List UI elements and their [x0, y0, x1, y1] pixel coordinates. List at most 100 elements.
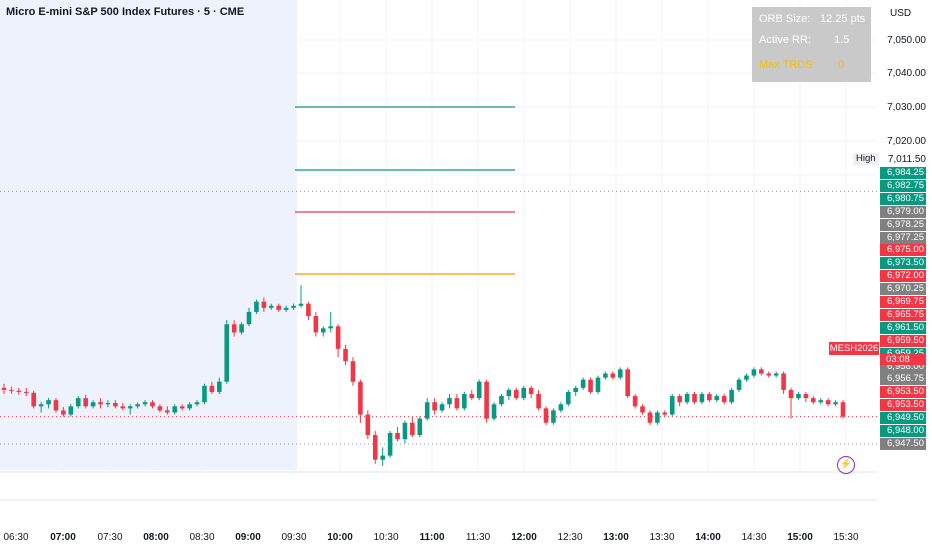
candle-body [150, 402, 155, 407]
candle-body [617, 369, 623, 378]
candle-body [565, 391, 571, 405]
price-axis-label: 6,948.00 [880, 425, 926, 437]
candle-body [306, 303, 311, 317]
candle-body [217, 381, 222, 392]
time-tick: 13:30 [649, 532, 675, 543]
time-tick: 06:30 [3, 532, 29, 543]
candle-body [751, 369, 757, 376]
candle-body [127, 406, 133, 409]
price-axis-label: 6,970.25 [880, 283, 926, 296]
candle-body [424, 402, 430, 419]
orb-size-label: ORB Size: [759, 13, 811, 25]
candle-body [350, 361, 356, 382]
candle-body [603, 373, 608, 378]
active-rr-value: 1.5 [834, 34, 850, 46]
price-axis-label: 6,979.00 [880, 205, 926, 218]
candle-body [499, 396, 504, 405]
candle-body [825, 400, 831, 405]
candle-body [194, 402, 200, 405]
candle-body [840, 402, 846, 417]
price-axis-label: 6,980.75 [880, 192, 926, 205]
price-axis-label: 6,965.75 [880, 308, 926, 321]
candle-body [684, 394, 690, 403]
candle-body [796, 394, 801, 399]
candle-body [224, 324, 230, 382]
flash-icon[interactable]: ⚡ [837, 456, 855, 474]
candle-body [231, 324, 237, 333]
active-rr-label: Active RR: [759, 34, 811, 46]
candle-body [662, 412, 668, 415]
candle-body [811, 398, 816, 403]
candle-body [113, 403, 118, 407]
candle-body [105, 403, 111, 405]
candle-body [120, 406, 126, 409]
candle-body [580, 379, 586, 388]
candle-body [135, 404, 140, 407]
candle-body [90, 402, 96, 407]
candle-body [588, 379, 593, 392]
candle-body [313, 316, 319, 333]
candle-body [506, 389, 512, 397]
candle-body [439, 404, 445, 411]
candle-body [558, 404, 564, 411]
candle-body [268, 305, 274, 308]
candle-body [335, 326, 341, 349]
candle-body [632, 396, 638, 407]
time-tick: 15:00 [787, 532, 813, 543]
time-tick: 09:30 [281, 532, 307, 543]
candle-body [365, 414, 371, 436]
time-tick: 08:30 [189, 532, 215, 543]
candle-body [291, 305, 296, 308]
symbol-price-badge[interactable]: MESH2026 [829, 342, 879, 355]
candle-body [640, 406, 645, 413]
candle-body [142, 402, 148, 405]
candle-body [261, 301, 267, 308]
candle-body [417, 418, 423, 436]
price-axis-label: 6,982.75 [880, 179, 926, 192]
candle-body [395, 433, 400, 440]
candle-body [781, 373, 786, 390]
time-tick: 12:30 [557, 532, 583, 543]
orb-size-value: 12.25 pts [820, 13, 866, 25]
time-tick: 07:30 [97, 532, 123, 543]
currency-selector[interactable]: USD [890, 8, 912, 19]
candle-body [46, 400, 51, 405]
price-axis-label: 6,969.75 [880, 296, 926, 308]
candle-body [744, 375, 749, 380]
candle-body [714, 396, 720, 401]
max-trds-label: Max TRDS: [759, 59, 816, 71]
candle-body [625, 369, 630, 397]
candle-body [402, 422, 408, 440]
candle-body [75, 398, 81, 407]
time-tick: 11:00 [419, 532, 445, 543]
time-tick: 12:00 [511, 532, 537, 543]
candle-body [788, 389, 794, 399]
candle-body [692, 394, 697, 403]
candle-body [31, 392, 36, 407]
candle-body [818, 400, 824, 403]
price-axis-label: 6,959.50 [880, 334, 926, 347]
time-tick: 08:00 [143, 532, 169, 543]
price-axis-label: 6,953.50 [880, 399, 926, 412]
high-marker-label: High [853, 153, 879, 165]
candle-body [759, 369, 764, 374]
symbol-title[interactable]: Micro E-mini S&P 500 Index Futures · 5 ·… [6, 6, 245, 18]
price-axis-label: 6,953.50 [880, 386, 926, 399]
price-tick: 7,050.00 [887, 35, 926, 46]
candle-body [343, 348, 348, 362]
candle-body [202, 385, 207, 403]
candle-body [98, 402, 103, 405]
candle-body [83, 398, 88, 407]
time-tick: 14:00 [695, 532, 721, 543]
candle-body [447, 398, 452, 405]
candle-body [729, 389, 734, 403]
price-axis-label: 6,975.00 [880, 244, 926, 257]
candle-body [254, 301, 259, 312]
candle-body [476, 381, 482, 399]
price-tick: 7,030.00 [887, 102, 926, 113]
time-tick: 15:30 [833, 532, 859, 543]
candle-body [647, 412, 653, 423]
candle-body [38, 404, 44, 407]
